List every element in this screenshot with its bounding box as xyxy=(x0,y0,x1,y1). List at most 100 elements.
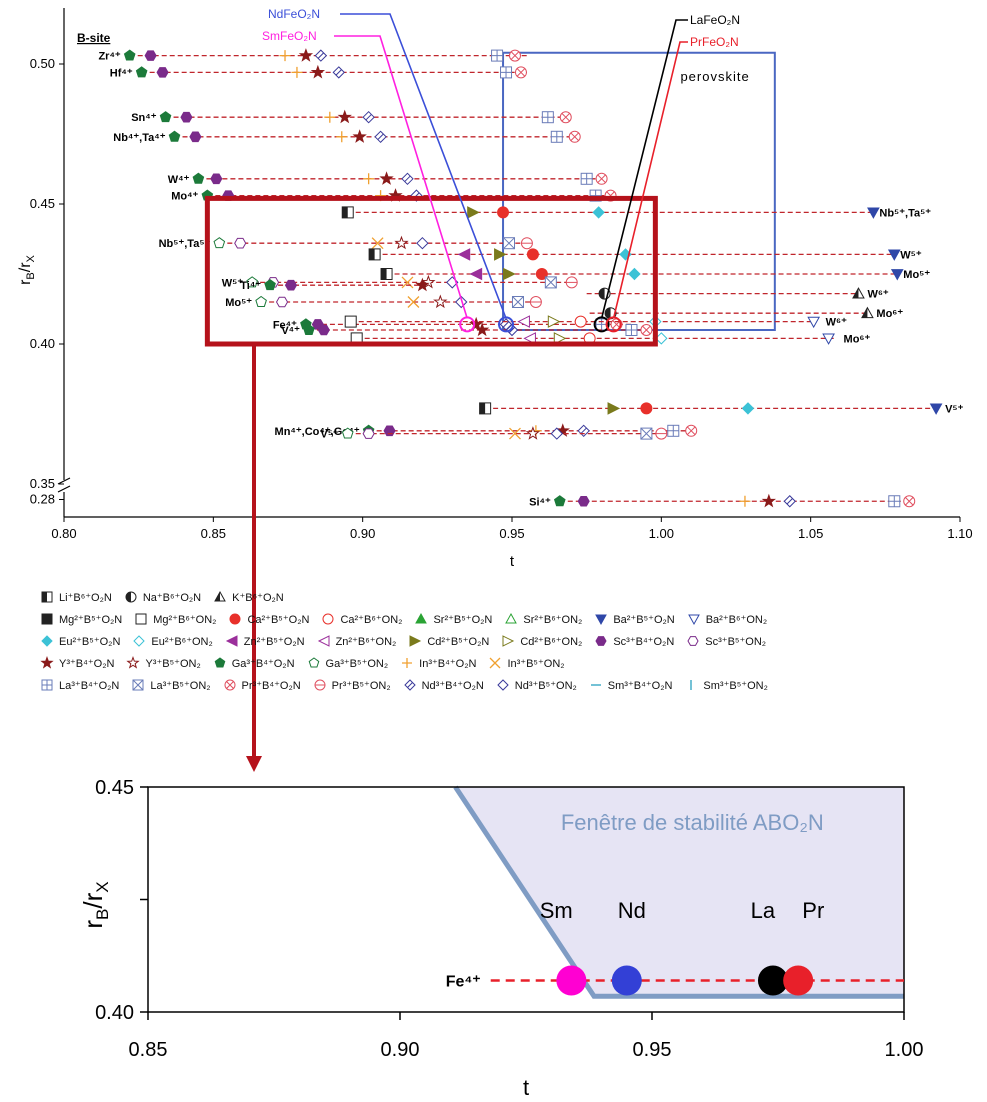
y3b4o2n-marker xyxy=(352,129,367,143)
legend-item: Sr²⁺B⁶⁺ON₂ xyxy=(504,612,582,626)
la3b4o2n-marker-cross xyxy=(596,318,608,330)
legend-marker-icon xyxy=(489,657,501,669)
callout: SmFeO₂N xyxy=(262,29,476,333)
x-tick-label: 1.00 xyxy=(649,526,674,541)
legend-marker-icon xyxy=(415,612,428,624)
nd3b4o2n-marker-slash xyxy=(502,321,510,328)
y3b5on2-marker xyxy=(126,656,141,669)
data-row: W⁴⁺ xyxy=(168,171,608,186)
legend-item: Zn²⁺B⁵⁺O₂N xyxy=(225,634,305,648)
data-row: Mo⁵⁺ xyxy=(225,294,542,309)
row-ion-label: W⁵⁺ xyxy=(222,277,244,289)
y3b5on2-marker xyxy=(433,294,448,309)
legend-item: Li⁺B⁶⁺O₂N xyxy=(40,590,112,604)
y3b5on2-marker xyxy=(525,426,541,440)
x-tick-label: 1.10 xyxy=(947,526,972,541)
callout-label: PrFeO₂N xyxy=(690,35,739,49)
callout-label: SmFeO₂N xyxy=(262,29,317,43)
lib6o2n-marker-half xyxy=(381,268,387,280)
legend-item: La³⁺B⁵⁺ON₂ xyxy=(131,678,211,692)
ba2b5o2n-marker xyxy=(887,249,901,261)
zoom-window-box xyxy=(204,195,658,347)
la3b5on2-marker-cross xyxy=(503,237,515,250)
legend-marker-icon xyxy=(317,635,330,647)
legend-marker-icon xyxy=(308,657,319,668)
legend-marker-icon xyxy=(135,613,147,625)
legend-item: Ca²⁺B⁵⁺O₂N xyxy=(228,612,309,626)
y-tick-label: 0.35 xyxy=(30,476,55,491)
data-row: V⁴⁺ xyxy=(281,322,653,337)
zn2b5o2n-marker xyxy=(225,635,238,647)
ba2b6on2-marker xyxy=(807,316,821,329)
legend-item: Y³⁺B⁴⁺O₂N xyxy=(40,656,114,670)
ba2b5o2n-marker xyxy=(867,207,880,219)
legend-item: Pr³⁺B⁵⁺ON₂ xyxy=(313,678,391,692)
pr3b4o2n-marker-cross xyxy=(642,325,651,335)
y3b5on2-marker xyxy=(394,235,409,250)
legend-marker-icon xyxy=(41,613,53,625)
legend-marker-icon xyxy=(497,679,509,691)
sc3b5on2-marker xyxy=(687,636,699,646)
pr3b4o2n-marker-cross xyxy=(905,497,914,506)
pr3b4o2n-marker-cross xyxy=(225,681,234,689)
data-row: Si⁴⁺ xyxy=(529,493,916,508)
legend-label: Mg²⁺B⁵⁺O₂N xyxy=(59,613,123,626)
legend-item: Eu²⁺B⁶⁺ON₂ xyxy=(132,634,213,648)
ga3b5on2-marker xyxy=(213,237,226,249)
legend-item: Mg²⁺B⁶⁺ON₂ xyxy=(134,612,216,626)
legend-marker-icon xyxy=(403,679,416,691)
nd3b4o2n-marker-slash xyxy=(786,498,793,505)
cd2b6on2-marker xyxy=(553,332,567,345)
legend-marker-icon xyxy=(229,613,241,625)
callout-ring xyxy=(459,316,476,333)
sc3b4o2n-marker xyxy=(180,111,193,123)
legend-label: Sm³⁺B⁴⁺O₂N xyxy=(607,679,673,692)
sc3b4o2n-marker xyxy=(144,50,157,61)
legend-item: Mg²⁺B⁵⁺O₂N xyxy=(40,612,122,626)
eu2b5o2n-marker xyxy=(592,206,605,219)
row-ion-label: Sn⁴⁺ xyxy=(131,112,156,124)
point-label: Sm xyxy=(540,898,573,923)
row-ion-label: W⁶⁺ xyxy=(826,317,847,329)
kb6o2n-marker-half xyxy=(861,307,868,318)
legend-marker-icon xyxy=(690,680,693,690)
la3b4o2n-marker-cross xyxy=(42,680,52,690)
legend-item: Ba²⁺B⁶⁺ON₂ xyxy=(687,612,767,626)
in3b4o2n-marker xyxy=(739,495,751,507)
callout-ring xyxy=(593,316,610,333)
point-pr xyxy=(783,965,814,996)
x-tick-label: 0.90 xyxy=(381,1039,420,1061)
ga3b4o2n-marker xyxy=(303,323,315,335)
legend-marker-icon xyxy=(225,635,238,647)
legend-label: Sc³⁺B⁵⁺ON₂ xyxy=(705,635,767,648)
legend-label: Li⁺B⁶⁺O₂N xyxy=(59,591,112,604)
legend-label: La³⁺B⁵⁺ON₂ xyxy=(150,679,211,692)
legend-label: Sr²⁺B⁶⁺ON₂ xyxy=(523,613,583,626)
la3b4o2n-marker-cross xyxy=(491,50,503,62)
legend-label: Sm³⁺B⁵⁺ON₂ xyxy=(703,679,768,692)
legend-row: Eu²⁺B⁵⁺O₂N Eu²⁺B⁶⁺ON₂ Zn²⁺B⁵⁺O₂N Zn²⁺B⁶⁺ON₂… xyxy=(40,630,980,652)
nd3b5on2-marker xyxy=(455,295,468,309)
ca2b5o2n-marker xyxy=(526,248,539,261)
x-tick-label: 1.00 xyxy=(885,1039,924,1061)
kb6o2n-marker-half xyxy=(852,288,859,298)
mg2b6on2-marker xyxy=(135,613,147,625)
ca2b5o2n-marker xyxy=(640,402,653,415)
region-label: Fenêtre de stabilité ABO₂N xyxy=(561,810,824,835)
legend-label: In³⁺B⁵⁺ON₂ xyxy=(507,657,565,670)
callout: PrFeO₂N xyxy=(605,35,739,333)
data-row: V⁵⁺ xyxy=(320,426,668,441)
y-axis-label: rB/rX xyxy=(78,881,112,928)
legend-marker-icon xyxy=(505,612,518,624)
point-nd xyxy=(611,965,642,996)
la3b5on2-marker-cross xyxy=(640,427,653,440)
legend-item: Nd³⁺B⁴⁺O₂N xyxy=(403,678,484,692)
legend-label: Ga³⁺B⁵⁺ON₂ xyxy=(325,657,389,670)
x-tick-label: 0.90 xyxy=(350,526,375,541)
ga3b4o2n-marker xyxy=(553,495,566,507)
legend-label: In³⁺B⁴⁺O₂N xyxy=(419,657,477,670)
eu2b6on2-marker xyxy=(133,635,146,647)
callout-ring xyxy=(605,316,622,333)
in3b4o2n-marker xyxy=(402,658,413,668)
cd2b5o2n-marker xyxy=(467,206,480,219)
